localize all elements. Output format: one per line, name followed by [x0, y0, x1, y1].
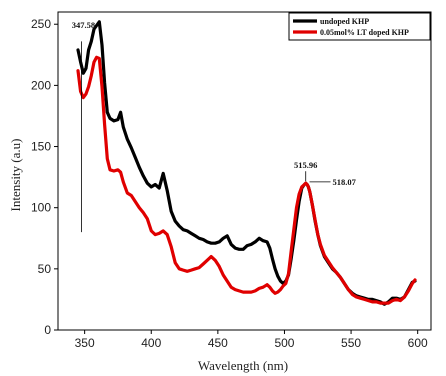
y-tick-label: 0	[44, 323, 51, 337]
x-tick-label: 600	[408, 336, 428, 350]
annotation-label: 347.58	[72, 20, 95, 30]
x-axis-ticks: 350 400 450 500 550 600	[75, 330, 428, 350]
x-tick-label: 400	[141, 336, 161, 350]
series-line-2	[76, 55, 417, 305]
series-line-1	[76, 20, 417, 306]
legend-label: undoped KHP	[320, 17, 369, 26]
x-tick-label: 350	[75, 336, 95, 350]
series-layer	[76, 20, 417, 306]
legend-label: 0.05mol% LT doped KHP	[320, 28, 409, 37]
y-tick-label: 150	[31, 140, 51, 154]
plot-frame	[57, 11, 432, 331]
y-axis-title: Intensity (a.u)	[8, 139, 23, 212]
y-tick-label: 50	[38, 262, 52, 276]
legend-box	[288, 12, 431, 41]
y-tick-label: 250	[31, 17, 51, 31]
legend: undoped KHP 0.05mol% LT doped KHP	[288, 12, 431, 41]
x-tick-label: 450	[208, 336, 228, 350]
annotation-label: 515.96	[294, 160, 317, 170]
y-tick-label: 200	[31, 78, 51, 92]
x-axis-title: Wavelength (nm)	[198, 358, 288, 373]
x-tick-label: 500	[274, 336, 294, 350]
y-axis-ticks: 0 50 100 150 200 250	[31, 17, 58, 337]
y-tick-label: 100	[31, 201, 51, 215]
x-tick-label: 550	[341, 336, 361, 350]
annotation-layer: 347.58 515.96 518.07	[72, 20, 357, 233]
annotation-label: 518.07	[333, 177, 357, 187]
